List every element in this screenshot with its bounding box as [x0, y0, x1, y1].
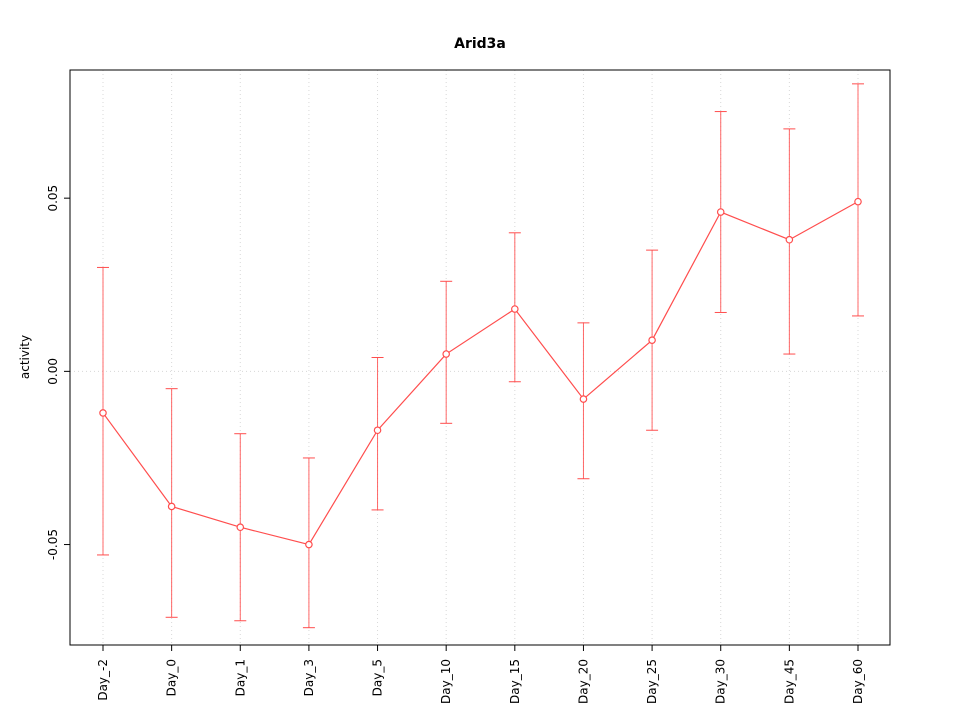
x-tick-label: Day_30: [714, 659, 728, 704]
x-tick-label: Day_15: [508, 659, 522, 704]
data-point: [785, 235, 794, 244]
y-tick-label: -0.05: [46, 529, 60, 560]
y-tick-label: 0.05: [46, 185, 60, 212]
x-tick-label: Day_45: [782, 659, 796, 704]
x-tick-label: Day_60: [851, 659, 865, 704]
series-line: [102, 201, 859, 546]
data-point: [442, 350, 450, 358]
x-tick-label: Day_10: [439, 659, 453, 704]
data-point: [716, 208, 725, 216]
x-tick-label: Day_25: [645, 659, 659, 704]
x-tick-label: Day_20: [576, 659, 590, 704]
x-tick-label: Day_0: [165, 659, 179, 696]
chart-title: Arid3a: [454, 36, 506, 52]
y-tick-label: 0.00: [46, 358, 60, 385]
data-point: [648, 336, 656, 344]
x-tick-label: Day_5: [371, 659, 385, 696]
x-tick-label: Day_1: [233, 659, 247, 696]
data-point: [305, 540, 313, 549]
data-point: [99, 409, 107, 417]
data-point: [167, 502, 176, 511]
data-point: [854, 197, 862, 206]
x-tick-label: Day_3: [302, 659, 316, 696]
x-tick-label: Day_-2: [96, 659, 110, 701]
plot-border: [69, 69, 891, 646]
data-point: [373, 426, 382, 435]
data-point: [579, 395, 588, 403]
data-point: [511, 305, 519, 313]
data-point: [236, 523, 245, 532]
